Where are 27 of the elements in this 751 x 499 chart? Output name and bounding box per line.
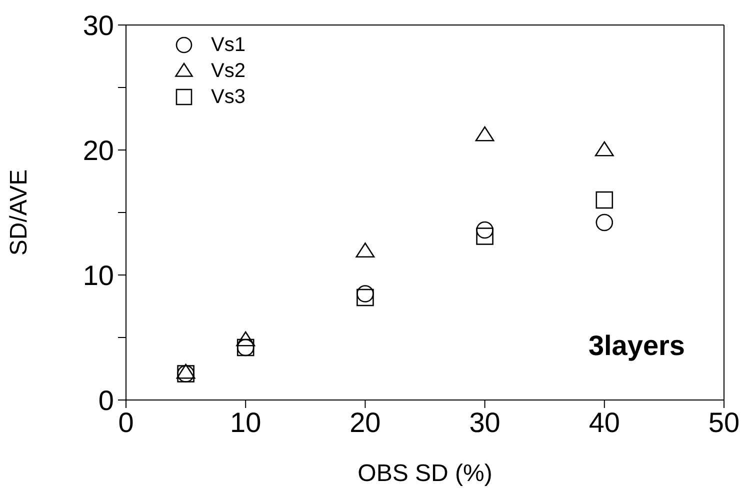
x-tick-label: 40	[588, 406, 620, 438]
x-tick-label: 10	[230, 406, 262, 438]
y-tick-label: 0	[98, 384, 114, 416]
point	[596, 214, 614, 232]
point	[356, 288, 374, 306]
point	[356, 242, 375, 258]
y-axis-title: SD/AVE	[6, 169, 33, 256]
y-tick-label: 20	[82, 134, 114, 166]
x-tick-label: 0	[118, 406, 134, 438]
point	[236, 331, 256, 346]
y-tick-label: 30	[82, 10, 114, 41]
point	[475, 126, 494, 142]
x-tick-label: 50	[708, 406, 740, 438]
annotation: 3layers	[588, 330, 685, 362]
x-tick-label: 30	[469, 406, 500, 438]
x-tick-label: 20	[350, 406, 381, 438]
legend-label: Vs3	[211, 86, 246, 108]
point	[594, 141, 614, 156]
point	[476, 221, 494, 239]
y-tick-label: 10	[82, 260, 114, 291]
legend-label: Vs2	[211, 60, 246, 82]
point	[596, 191, 614, 209]
point	[356, 285, 374, 302]
point	[176, 364, 196, 379]
point	[476, 228, 494, 245]
x-axis-title: OBS SD (%)	[358, 460, 492, 487]
legend-label: Vs1	[211, 34, 246, 56]
